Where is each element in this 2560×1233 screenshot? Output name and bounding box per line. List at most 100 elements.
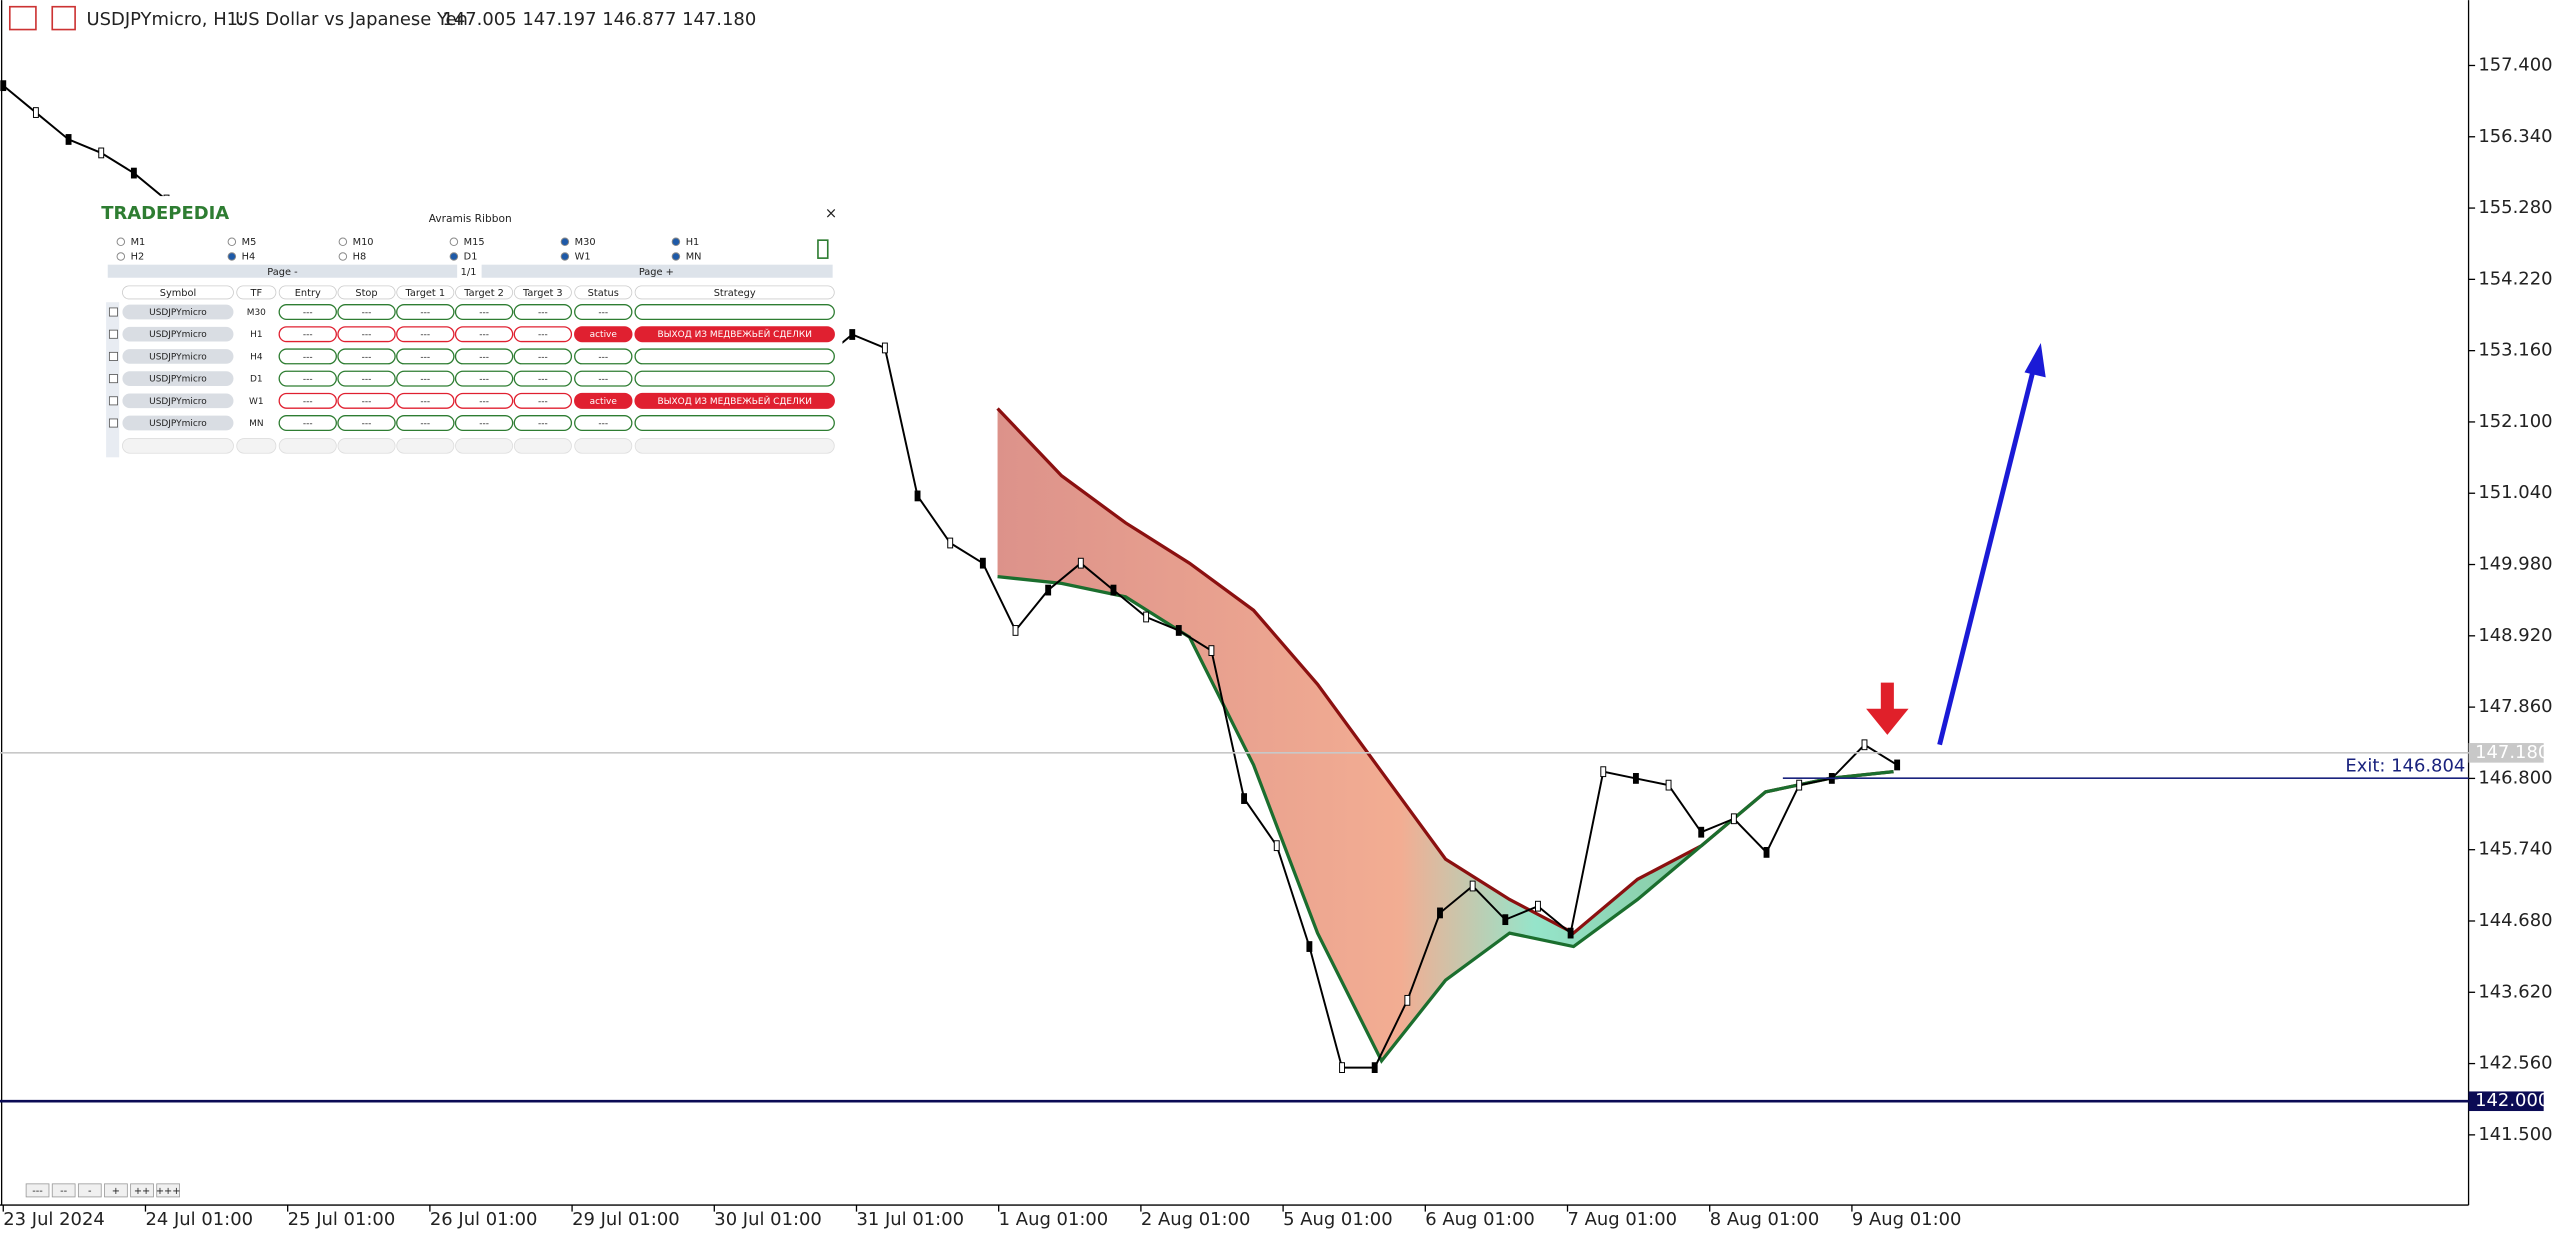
forecast-arrow-head bbox=[2024, 343, 2046, 378]
page-next-btn[interactable] bbox=[481, 264, 833, 278]
time-tick-label: 29 Jul 01:00 bbox=[572, 1209, 680, 1230]
timeframe-radio[interactable] bbox=[338, 252, 348, 261]
support-label-box bbox=[2468, 1091, 2544, 1112]
candle bbox=[849, 329, 856, 340]
timeframe-radio[interactable] bbox=[671, 237, 681, 247]
value-cell bbox=[337, 304, 396, 321]
strategy-cell bbox=[634, 304, 835, 321]
time-tick-label: 5 Aug 01:00 bbox=[1283, 1209, 1393, 1230]
time-tick-label: 8 Aug 01:00 bbox=[1710, 1209, 1820, 1230]
timeframe-label: H2 bbox=[131, 252, 145, 263]
value-cell bbox=[513, 304, 573, 321]
column-header-box bbox=[396, 285, 455, 300]
empty-cell bbox=[236, 438, 277, 454]
header-ohlc: 147.005 147.197 146.877 147.180 bbox=[442, 9, 756, 30]
value-cell bbox=[278, 326, 337, 343]
row-icon[interactable] bbox=[108, 329, 118, 339]
zoom-button[interactable] bbox=[130, 1183, 154, 1198]
symbol-cell bbox=[122, 349, 234, 364]
row-icon[interactable] bbox=[108, 396, 118, 406]
timeframe-radio[interactable] bbox=[560, 252, 570, 261]
symbol-cell bbox=[122, 393, 234, 409]
zoom-button[interactable] bbox=[104, 1183, 128, 1198]
candle bbox=[1110, 584, 1117, 596]
timeframe-radio[interactable] bbox=[116, 252, 126, 261]
value-cell bbox=[454, 370, 514, 387]
candle bbox=[1143, 611, 1150, 623]
empty-cell bbox=[122, 438, 234, 454]
zoom-button[interactable] bbox=[77, 1183, 102, 1198]
cell-text: USDJPYmicro bbox=[149, 397, 207, 407]
column-header: Status bbox=[588, 288, 619, 299]
zoom-button-label: - bbox=[88, 1186, 92, 1197]
column-header: TF bbox=[250, 288, 263, 299]
cell-text: --- bbox=[479, 419, 489, 429]
row-icon[interactable] bbox=[108, 374, 118, 384]
cell-text: USDJPYmicro bbox=[149, 330, 207, 340]
ribbon-lower bbox=[997, 575, 1894, 1064]
price-tick-label: 143.620 bbox=[2478, 981, 2552, 1002]
row-icon[interactable] bbox=[108, 351, 118, 361]
symbol-cell bbox=[122, 415, 234, 431]
menu-icon[interactable] bbox=[8, 5, 37, 31]
candle bbox=[979, 557, 986, 569]
column-header: Stop bbox=[355, 288, 377, 299]
value-cell bbox=[574, 415, 633, 432]
time-tick-label: 30 Jul 01:00 bbox=[714, 1209, 822, 1230]
header-description: US Dollar vs Japanese Yen bbox=[235, 9, 468, 30]
page-prev-btn[interactable] bbox=[107, 264, 458, 278]
empty-cell bbox=[337, 438, 396, 454]
cell-text: active bbox=[590, 330, 618, 340]
cell-text: --- bbox=[538, 330, 548, 340]
zoom-button[interactable] bbox=[25, 1183, 50, 1198]
candle bbox=[1437, 907, 1443, 919]
value-cell bbox=[396, 392, 455, 409]
candle bbox=[881, 342, 888, 354]
candle bbox=[1567, 927, 1574, 939]
zoom-button[interactable] bbox=[156, 1183, 180, 1198]
column-header: Strategy bbox=[714, 288, 756, 299]
value-cell bbox=[513, 326, 573, 343]
cell-text: --- bbox=[598, 419, 608, 429]
time-tick-label: 24 Jul 01:00 bbox=[145, 1209, 253, 1230]
cell-text: USDJPYmicro bbox=[149, 375, 207, 385]
value-cell bbox=[337, 415, 396, 432]
candle bbox=[1469, 880, 1476, 892]
value-cell bbox=[454, 326, 514, 343]
timeframe-label: H8 bbox=[353, 252, 367, 263]
time-tick-label: 1 Aug 01:00 bbox=[999, 1209, 1109, 1230]
strategy-cell bbox=[634, 326, 835, 343]
row-icon[interactable] bbox=[108, 418, 118, 428]
timeframe-radio[interactable] bbox=[227, 252, 237, 261]
candle bbox=[1241, 793, 1248, 804]
price-tick-label: 152.100 bbox=[2478, 411, 2552, 432]
timeframe-radio[interactable] bbox=[338, 237, 348, 247]
timeframe-radio[interactable] bbox=[116, 237, 126, 247]
value-cell bbox=[396, 415, 455, 432]
empty-cell bbox=[455, 438, 514, 454]
timeframe-radio[interactable] bbox=[449, 252, 459, 261]
empty-cell bbox=[278, 438, 337, 454]
timeframe-radio[interactable] bbox=[671, 252, 681, 261]
symbol-icon[interactable] bbox=[51, 5, 76, 31]
cell-text: --- bbox=[479, 330, 489, 340]
value-cell bbox=[513, 392, 573, 409]
cell-text: --- bbox=[420, 352, 430, 362]
zoom-button[interactable] bbox=[51, 1183, 76, 1198]
cell-text: --- bbox=[538, 397, 548, 407]
zoom-button-label: -- bbox=[60, 1186, 68, 1197]
ribbon-band bbox=[997, 408, 1894, 1061]
price-tick-label: 153.160 bbox=[2478, 340, 2552, 361]
cell-text: D1 bbox=[250, 375, 263, 385]
timeframe-radio[interactable] bbox=[227, 237, 237, 247]
row-icon[interactable] bbox=[108, 307, 118, 317]
empty-cell bbox=[574, 438, 633, 454]
candle bbox=[947, 537, 954, 549]
page-info: 1/1 bbox=[461, 267, 477, 278]
timeframe-radio[interactable] bbox=[560, 237, 570, 247]
timeframe-radio[interactable] bbox=[449, 237, 459, 247]
cell-text: --- bbox=[420, 397, 430, 407]
symbol-cell bbox=[122, 304, 234, 320]
panel-close[interactable]: × bbox=[825, 205, 837, 222]
candle bbox=[98, 147, 105, 159]
